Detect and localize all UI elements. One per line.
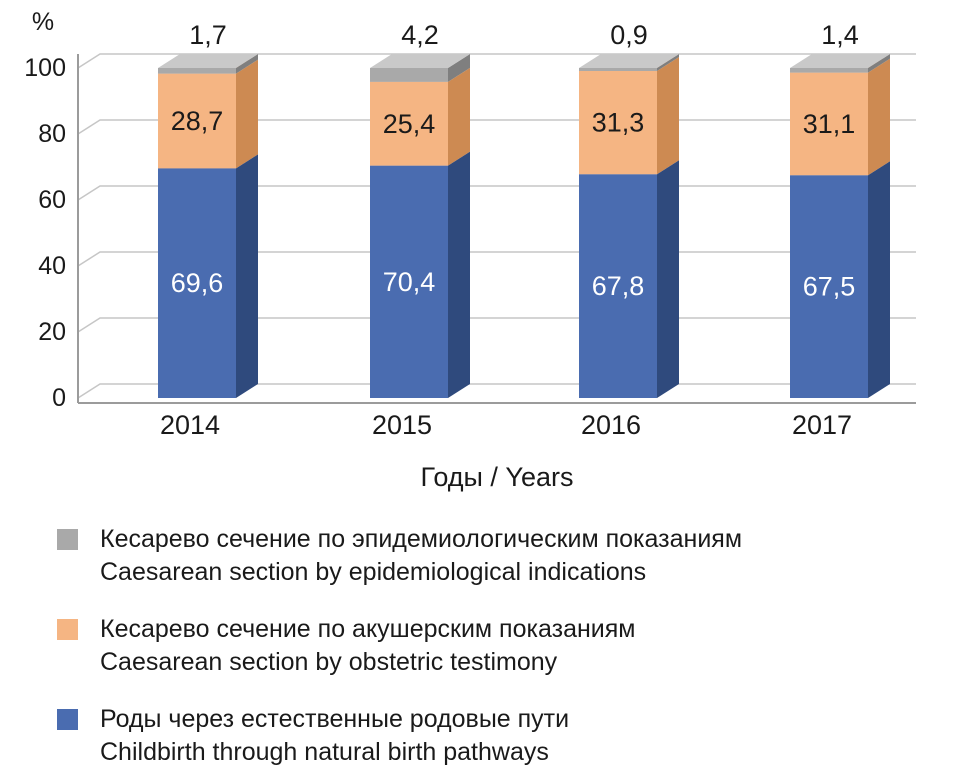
bar-side-face (236, 59, 258, 169)
legend-label-en: Caesarean section by epidemiological ind… (100, 558, 647, 586)
bar-front-face (790, 72, 868, 176)
bar-value-label: 25,4 (383, 109, 436, 139)
bar-value-label: 67,8 (592, 271, 645, 301)
legend-item-epidemiological: Кесарево сечение по эпидемиологическим п… (57, 523, 969, 589)
bar-front-face (790, 175, 868, 398)
bar-side-face (448, 54, 470, 82)
bar-front-face (579, 68, 657, 71)
ytick-label-100: 100 (24, 54, 66, 82)
ytick-label-80: 80 (38, 120, 66, 148)
bar-value-label: 69,6 (171, 268, 224, 298)
bar-top-face (370, 54, 470, 68)
bar-value-label: 4,2 (401, 20, 439, 50)
bar-front-face (579, 174, 657, 398)
bar-value-label: 31,1 (803, 109, 856, 139)
bar-top-face (790, 54, 890, 68)
ytick-label-40: 40 (38, 252, 66, 280)
bar-side-face (236, 54, 258, 74)
x-axis-title: Годы / Years (420, 462, 574, 492)
stacked-bar-chart: % 69,6 28,7 1,7 70,4 25,4 4,2 67,8 31,3 0,9 67,5 3… (24, 8, 916, 492)
xtick-label-2017: 2017 (791, 410, 853, 440)
bar-value-label: 1,7 (189, 20, 227, 50)
bar-value-label: 70,4 (383, 267, 436, 297)
bar-front-face (370, 165, 448, 398)
bar-labels-group: 69,6 28,7 1,7 70,4 25,4 4,2 67,8 31,3 0,9 67,5 31,… (171, 20, 859, 302)
bar-value-label: 0,9 (610, 20, 648, 50)
ytick-label-60: 60 (38, 186, 66, 214)
bar-top-face (158, 54, 258, 68)
bar-value-label: 67,5 (803, 272, 856, 302)
legend-swatch-blue (57, 709, 78, 730)
legend-item-natural-birth: Роды через естественные родовые пути Chi… (57, 703, 969, 769)
ytick-label-20: 20 (38, 318, 66, 346)
bar-value-label: 28,7 (171, 106, 224, 136)
legend-label-ru: Кесарево сечение по акушерским показания… (100, 615, 636, 643)
bar-top-face (579, 54, 679, 68)
ytick-label-0: 0 (52, 384, 66, 412)
y-axis-unit-label: % (31, 8, 55, 36)
xtick-label-2014: 2014 (159, 410, 221, 440)
plot-svg: 69,6 28,7 1,7 70,4 25,4 4,2 67,8 31,3 0,9 67,5 31,… (77, 20, 916, 404)
bar-side-face (448, 67, 470, 166)
bar-side-face (657, 160, 679, 398)
legend-label-en: Childbirth through natural birth pathway… (100, 738, 549, 766)
bar-front-face (370, 68, 448, 82)
bar-side-face (657, 54, 679, 71)
xtick-label-2016: 2016 (580, 410, 642, 440)
bar-value-label: 31,3 (592, 108, 645, 138)
bar-side-face (868, 54, 890, 73)
legend-swatch-orange (57, 619, 78, 640)
bar-front-face (790, 68, 868, 73)
legend-label-ru: Кесарево сечение по эпидемиологическим п… (100, 525, 743, 553)
bar-side-face (868, 161, 890, 398)
bars-group (158, 54, 890, 398)
legend-item-obstetric: Кесарево сечение по акушерским показания… (57, 613, 969, 679)
bar-value-label: 1,4 (821, 20, 859, 50)
bar-front-face (158, 73, 236, 169)
legend-label-ru: Роды через естественные родовые пути (100, 705, 570, 733)
legend-swatch-gray (57, 529, 78, 550)
bar-side-face (236, 154, 258, 398)
bar-front-face (158, 168, 236, 398)
bar-side-face (448, 151, 470, 398)
legend-label-en: Caesarean section by obstetric testimony (100, 648, 558, 676)
xtick-label-2015: 2015 (371, 410, 433, 440)
bar-front-face (370, 81, 448, 166)
bar-side-face (868, 58, 890, 176)
bar-front-face (579, 70, 657, 175)
bar-front-face (158, 68, 236, 74)
chart-legend: Кесарево сечение по эпидемиологическим п… (0, 505, 969, 769)
bar-side-face (657, 56, 679, 175)
